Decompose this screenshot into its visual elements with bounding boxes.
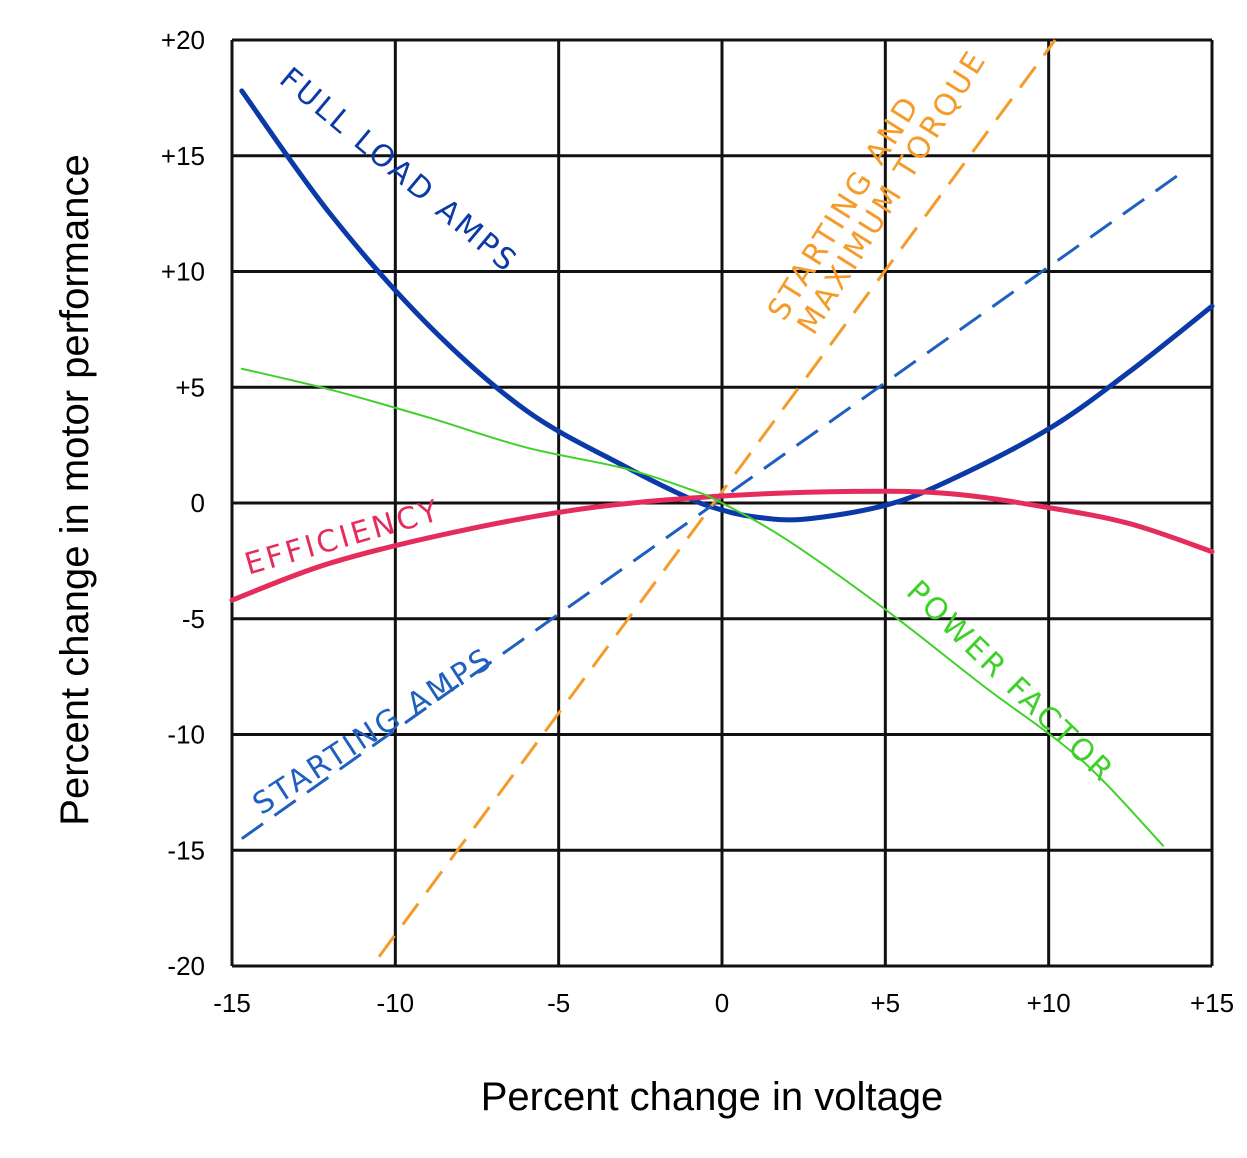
x-tick-label: +5 bbox=[871, 988, 901, 1018]
series-label-efficiency: EFFICIENCY bbox=[241, 493, 445, 582]
y-tick-label: +15 bbox=[161, 141, 205, 171]
series-layer bbox=[229, 39, 1215, 958]
y-tick-label: +20 bbox=[161, 25, 205, 55]
y-tick-label: 0 bbox=[191, 488, 205, 518]
series-label-full-load-amps: FULL LOAD AMPS bbox=[273, 61, 525, 280]
y-tick-label: +10 bbox=[161, 257, 205, 287]
x-tick-label: -10 bbox=[377, 988, 415, 1018]
x-tick-label: -5 bbox=[547, 988, 570, 1018]
y-tick-label: -15 bbox=[167, 835, 205, 865]
y-tick-label: -20 bbox=[167, 951, 205, 981]
series-label-maximum-torque: MAXIMUM TORQUE bbox=[791, 44, 995, 341]
series-line-full-load-amps bbox=[239, 88, 1215, 523]
series-label-starting-amps: STARTING AMPS bbox=[247, 641, 500, 822]
y-axis-title: Percent change in motor performance bbox=[53, 154, 97, 825]
tick-labels: -15 -10 -5 0 +5 +10 +15 +20 +15 +10 +5 0 -5 -10 -15 -20 bbox=[161, 25, 1234, 1018]
x-tick-label: 0 bbox=[715, 988, 729, 1018]
x-tick-label: +15 bbox=[1190, 988, 1234, 1018]
series-line-power-factor bbox=[240, 367, 1164, 847]
x-tick-label: -15 bbox=[213, 988, 251, 1018]
x-axis-title: Percent change in voltage bbox=[481, 1075, 944, 1119]
y-tick-label: -10 bbox=[167, 720, 205, 750]
y-tick-label: +5 bbox=[175, 372, 205, 402]
y-tick-label: -5 bbox=[182, 604, 205, 634]
x-tick-label: +10 bbox=[1027, 988, 1071, 1018]
series-label-power-factor: POWER FACTOR bbox=[899, 574, 1121, 790]
series-line-starting-amps bbox=[240, 173, 1181, 840]
series-line-efficiency bbox=[229, 488, 1215, 603]
